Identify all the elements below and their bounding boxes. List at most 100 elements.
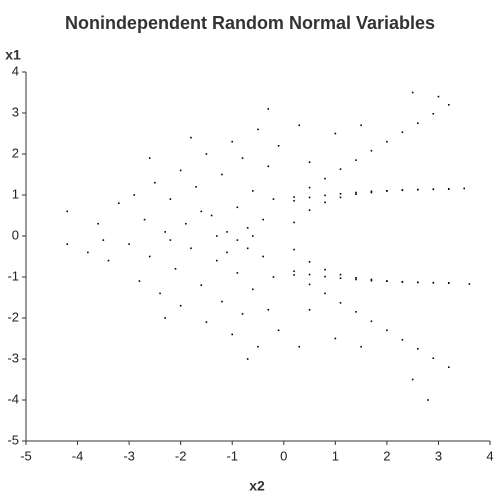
point bbox=[190, 136, 192, 139]
point bbox=[298, 345, 301, 348]
point bbox=[246, 247, 249, 250]
x-tick-label: 1 bbox=[332, 448, 339, 463]
point bbox=[360, 345, 362, 348]
point bbox=[241, 157, 244, 159]
point bbox=[463, 187, 466, 190]
point bbox=[257, 345, 259, 348]
y-tick-label: -5 bbox=[7, 432, 19, 447]
point bbox=[293, 221, 295, 224]
point bbox=[308, 209, 311, 211]
point bbox=[447, 104, 450, 106]
x-tick-label: -1 bbox=[226, 448, 238, 463]
point bbox=[267, 108, 270, 110]
point bbox=[154, 181, 156, 184]
point bbox=[370, 278, 373, 281]
point bbox=[355, 278, 357, 281]
point bbox=[308, 161, 311, 163]
point bbox=[339, 302, 342, 304]
point bbox=[334, 132, 337, 135]
point bbox=[447, 282, 450, 284]
point bbox=[355, 311, 357, 313]
chart-title: Nonindependent Random Normal Variables bbox=[65, 13, 435, 33]
point bbox=[66, 243, 69, 245]
y-tick-label: -4 bbox=[7, 391, 19, 406]
y-tick-label: -3 bbox=[7, 350, 19, 365]
point bbox=[355, 193, 357, 195]
point bbox=[427, 399, 429, 401]
point bbox=[246, 358, 249, 360]
point bbox=[417, 188, 419, 191]
point bbox=[246, 227, 249, 229]
point bbox=[215, 259, 218, 262]
point bbox=[179, 169, 182, 172]
point bbox=[355, 159, 357, 161]
point bbox=[339, 168, 342, 170]
point bbox=[432, 281, 435, 284]
point bbox=[221, 173, 223, 176]
point bbox=[133, 194, 136, 196]
point bbox=[226, 231, 228, 233]
point bbox=[432, 357, 435, 359]
point bbox=[272, 198, 275, 200]
point bbox=[360, 124, 362, 127]
point bbox=[262, 255, 264, 258]
point bbox=[401, 338, 404, 341]
point bbox=[252, 190, 254, 192]
point bbox=[293, 270, 295, 273]
point bbox=[432, 188, 435, 191]
point bbox=[200, 210, 203, 213]
point bbox=[102, 239, 105, 241]
point bbox=[308, 273, 311, 276]
point bbox=[324, 201, 326, 204]
point bbox=[107, 259, 110, 262]
point bbox=[164, 317, 166, 319]
x-axis-label: x2 bbox=[249, 478, 265, 494]
point bbox=[174, 268, 177, 270]
point bbox=[143, 218, 146, 221]
point bbox=[370, 320, 373, 323]
point bbox=[437, 95, 440, 98]
point bbox=[190, 247, 192, 250]
point bbox=[148, 157, 151, 159]
point bbox=[210, 214, 213, 217]
point bbox=[370, 191, 373, 194]
point bbox=[221, 300, 223, 303]
point bbox=[252, 235, 254, 237]
point bbox=[401, 281, 404, 283]
x-tick-label: -5 bbox=[20, 448, 32, 463]
y-tick-label: 1 bbox=[12, 186, 19, 201]
point bbox=[262, 218, 264, 221]
point bbox=[298, 124, 301, 127]
point bbox=[308, 186, 311, 189]
point bbox=[411, 378, 414, 381]
point bbox=[308, 261, 311, 263]
point bbox=[386, 329, 388, 332]
point bbox=[370, 190, 373, 193]
point bbox=[128, 243, 130, 245]
point bbox=[411, 91, 414, 94]
point bbox=[401, 131, 404, 134]
y-tick-label: 0 bbox=[12, 227, 19, 242]
point bbox=[417, 281, 419, 284]
point bbox=[324, 275, 326, 278]
point bbox=[277, 329, 280, 332]
point bbox=[447, 366, 450, 368]
point bbox=[236, 206, 239, 209]
point bbox=[169, 198, 172, 200]
point bbox=[339, 277, 342, 280]
point bbox=[324, 268, 326, 271]
point bbox=[241, 313, 244, 315]
point bbox=[277, 145, 280, 147]
point bbox=[97, 222, 99, 225]
point bbox=[205, 153, 208, 155]
point bbox=[339, 192, 342, 195]
point bbox=[195, 186, 197, 188]
point bbox=[215, 235, 218, 237]
x-tick-label: -4 bbox=[72, 448, 84, 463]
x-tick-label: 4 bbox=[486, 448, 493, 463]
point bbox=[447, 188, 450, 190]
point bbox=[231, 140, 234, 143]
point bbox=[293, 199, 295, 202]
point bbox=[324, 177, 326, 180]
